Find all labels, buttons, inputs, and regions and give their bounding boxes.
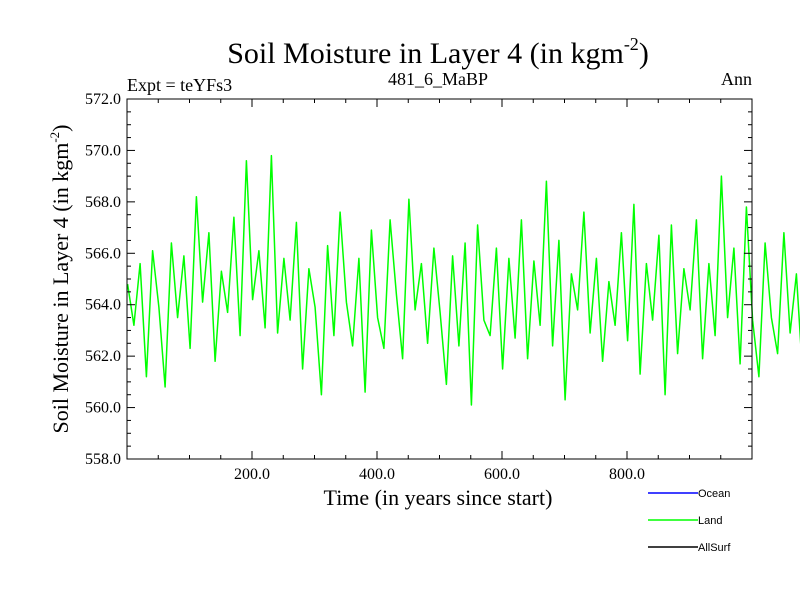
subtitle-center: 481_6_MaBP [388, 69, 488, 89]
y-tick-label: 572.0 [85, 91, 121, 108]
subtitle-right: Ann [721, 69, 752, 89]
legend-label-ocean: Ocean [698, 488, 730, 500]
x-tick-label: 400.0 [359, 466, 395, 483]
x-tick-label: 800.0 [609, 466, 645, 483]
series-line-land [126, 154, 800, 406]
plot-frame [126, 98, 753, 460]
series-group [126, 154, 800, 406]
y-axis-label: Soil Moisture in Layer 4 (in kgm-2) [47, 124, 73, 433]
y-axis-label-suffix: ) [48, 124, 73, 131]
legend: Ocean Land AllSurf [648, 488, 731, 554]
y-axis-label-superscript: -2 [47, 132, 62, 143]
x-axis-label: Time (in years since start) [324, 485, 553, 510]
x-tick-label: 600.0 [484, 466, 520, 483]
y-tick-label: 570.0 [85, 142, 121, 159]
y-tick-label: 560.0 [85, 400, 121, 417]
chart-title-main: Soil Moisture in Layer 4 (in kgm [227, 37, 624, 70]
chart-title-suffix: ) [639, 37, 649, 70]
tick-label-group: 200.0 400.0 600.0 800.0 558.0 560.0 562.0 564.0… [85, 91, 645, 483]
legend-label-land: Land [698, 515, 722, 527]
y-tick-label: 558.0 [85, 451, 121, 468]
chart-title-superscript: -2 [624, 34, 639, 54]
legend-label-allsurf: AllSurf [698, 542, 731, 554]
y-tick-label: 568.0 [85, 194, 121, 211]
y-tick-label: 562.0 [85, 348, 121, 365]
y-axis-label-main: Soil Moisture in Layer 4 (in kgm [48, 143, 73, 434]
y-tick-label: 564.0 [85, 297, 121, 314]
x-tick-label: 200.0 [234, 466, 270, 483]
subtitle-left: Expt = teYFs3 [127, 75, 232, 95]
chart-title: Soil Moisture in Layer 4 (in kgm-2) [227, 34, 649, 70]
y-tick-label: 566.0 [85, 245, 121, 262]
tick-group [127, 99, 752, 459]
